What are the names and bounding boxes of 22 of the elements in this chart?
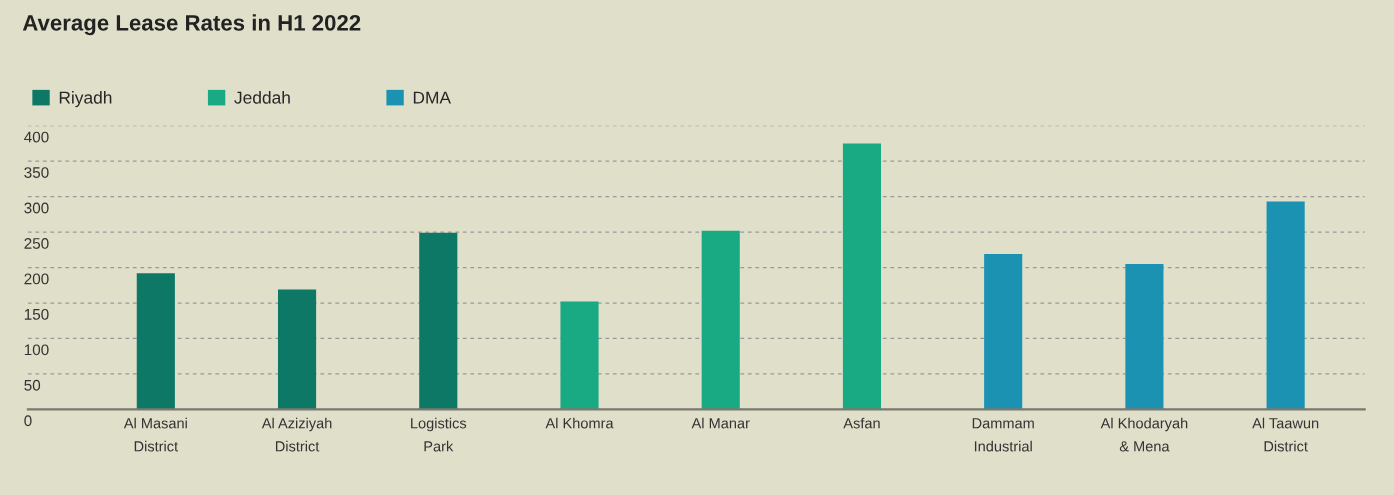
x-tick-label: Asfan bbox=[843, 417, 880, 429]
legend-label: DMA bbox=[413, 91, 451, 104]
y-tick-label: 150 bbox=[24, 308, 49, 320]
legend-label: Riyadh bbox=[59, 91, 112, 108]
y-tick-label: 0 bbox=[24, 415, 32, 427]
y-tick-label: 350 bbox=[24, 167, 49, 178]
y-tick-label: 50 bbox=[24, 379, 41, 391]
x-tick-label: Al Khomra bbox=[545, 417, 614, 429]
y-tick-label: 200 bbox=[24, 273, 49, 285]
legend-label: Jeddah bbox=[234, 91, 290, 104]
x-tick-label: Al Taawun District bbox=[1252, 417, 1319, 452]
y-tick-label: 100 bbox=[24, 344, 49, 356]
x-tick-label: Logistics Park bbox=[411, 417, 467, 452]
x-tick-label: Al Manar bbox=[691, 417, 750, 429]
y-tick-label: 300 bbox=[24, 202, 49, 214]
x-tick-label: Al Masani District bbox=[123, 417, 187, 452]
chart-title: Average Lease Rates in H1 2022 bbox=[22, 14, 361, 36]
x-tick-label: Dammam Industrial bbox=[972, 418, 1034, 452]
y-tick-label: 400 bbox=[24, 131, 49, 143]
x-tick-label: Al Aziziyah District bbox=[261, 417, 332, 452]
y-tick-label: 250 bbox=[24, 238, 49, 249]
x-tick-label: Al Khodaryah & Mena bbox=[1100, 417, 1188, 452]
